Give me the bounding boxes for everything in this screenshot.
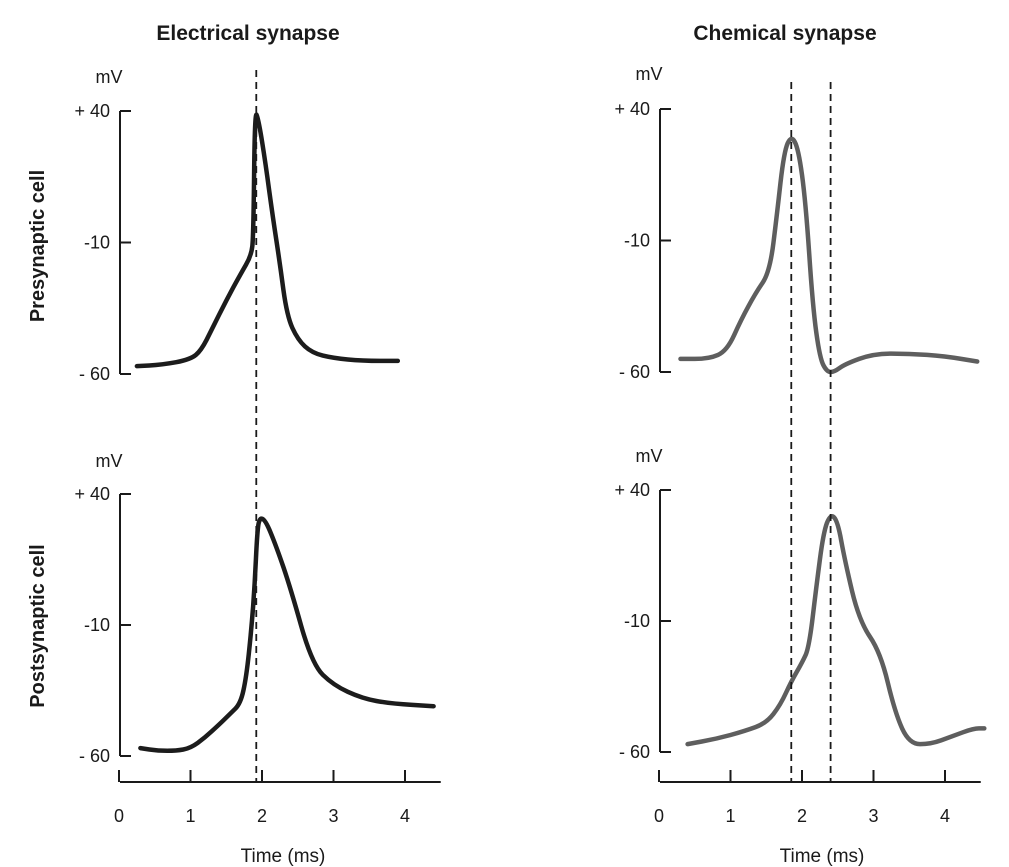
title-electrical: Electrical synapse — [156, 22, 339, 45]
x-tick-label: 2 — [257, 806, 267, 826]
voltage-trace — [138, 516, 436, 754]
x-tick-label: 3 — [868, 806, 878, 826]
y-tick-label: -10 — [624, 611, 650, 631]
y-tick-label: - 60 — [619, 742, 650, 762]
voltage-trace — [685, 514, 987, 747]
x-tick-label: 4 — [400, 806, 410, 826]
y-tick-label: + 40 — [74, 484, 110, 504]
row-label-presynaptic: Presynaptic cell — [27, 170, 49, 322]
y-tick-label: + 40 — [614, 480, 650, 500]
x-tick-label: 1 — [185, 806, 195, 826]
panel-electrical-postsynaptic: + 40 -10 - 60 mV 0 1 2 3 4 — [74, 451, 441, 826]
voltage-trace — [134, 112, 401, 369]
y-unit-label: mV — [636, 446, 663, 466]
x-axis-title-chemical: Time (ms) — [780, 846, 865, 867]
y-tick-label: - 60 — [619, 362, 650, 382]
y-tick-label: - 60 — [79, 364, 110, 384]
dashed-time-markers — [255, 70, 832, 782]
y-unit-label: mV — [96, 451, 123, 471]
x-tick-label: 3 — [328, 806, 338, 826]
x-tick-label: 0 — [654, 806, 664, 826]
voltage-trace — [678, 136, 980, 375]
y-tick-label: + 40 — [614, 99, 650, 119]
panel-chemical-presynaptic: + 40 -10 - 60 mV — [614, 64, 980, 382]
y-tick-label: -10 — [84, 615, 110, 635]
y-unit-label: mV — [96, 67, 123, 87]
y-tick-label: -10 — [624, 231, 650, 251]
x-tick-label: 4 — [940, 806, 950, 826]
row-label-postsynaptic: Postsynaptic cell — [27, 544, 49, 707]
y-tick-label: + 40 — [74, 101, 110, 121]
panel-chemical-postsynaptic: + 40 -10 - 60 mV 0 1 2 3 4 — [614, 446, 987, 826]
y-tick-label: - 60 — [79, 746, 110, 766]
panel-electrical-presynaptic: + 40 -10 - 60 mV — [74, 67, 401, 384]
x-tick-label: 1 — [725, 806, 735, 826]
title-chemical: Chemical synapse — [693, 22, 876, 45]
x-axis-title-electrical: Time (ms) — [241, 846, 326, 867]
x-tick-label: 2 — [797, 806, 807, 826]
y-unit-label: mV — [636, 64, 663, 84]
x-tick-label: 0 — [114, 806, 124, 826]
y-tick-label: -10 — [84, 233, 110, 253]
